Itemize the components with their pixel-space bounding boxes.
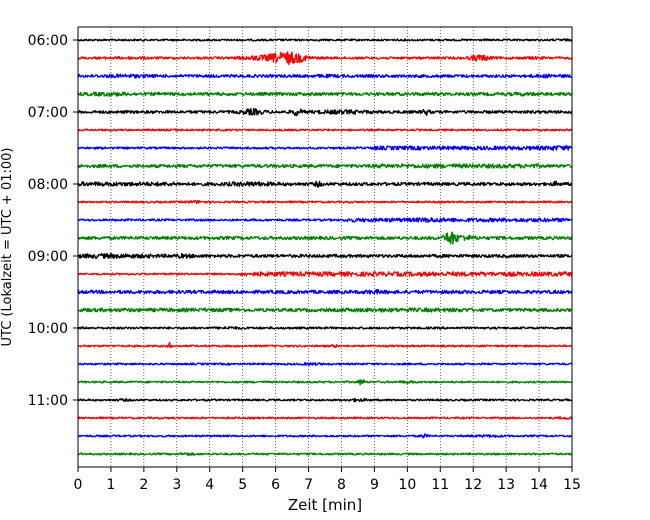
seismic-trace [77, 91, 573, 97]
x-tick-label: 0 [74, 477, 83, 493]
y-tick-label: 09:00 [28, 249, 68, 265]
seismic-trace [77, 341, 573, 349]
x-tick-label: 13 [497, 477, 515, 493]
seismic-trace [77, 307, 573, 313]
y-tick-label: 06:00 [28, 33, 68, 49]
x-tick-label: 12 [464, 477, 482, 493]
seismic-trace [77, 361, 573, 367]
seismic-trace [77, 163, 573, 169]
x-tick-label: 6 [271, 477, 280, 493]
x-tick-label: 5 [238, 477, 247, 493]
y-tick-label: 11:00 [28, 393, 68, 409]
plot-frame [77, 26, 573, 468]
x-tick-label: 2 [139, 477, 148, 493]
y-tick-label: 10:00 [28, 321, 68, 337]
plot-background [78, 27, 572, 467]
x-tick-label: 10 [398, 477, 416, 493]
x-axis-label: Zeit [min] [288, 496, 362, 514]
x-tick-label: 1 [106, 477, 115, 493]
seismic-trace [77, 231, 573, 245]
x-tick-label: 9 [370, 477, 379, 493]
seismic-trace [77, 107, 573, 117]
seismic-trace [77, 38, 573, 42]
seismic-trace [77, 217, 573, 223]
x-tick-label: 15 [563, 477, 581, 493]
y-axis: 06:00 07:00 08:00 09:00 10:00 11:00 [28, 33, 78, 409]
trace-group [77, 38, 573, 457]
y-tick-label: 07:00 [28, 105, 68, 121]
seismic-trace [77, 51, 573, 66]
x-tick-label: 4 [205, 477, 214, 493]
seismic-trace [77, 271, 573, 277]
seismic-trace [77, 199, 573, 205]
seismic-trace [77, 73, 573, 79]
x-tick-label: 3 [172, 477, 181, 493]
x-tick-label: 7 [304, 477, 313, 493]
x-tick-label: 8 [337, 477, 346, 493]
seismic-trace [77, 180, 573, 188]
seismic-trace [77, 452, 573, 457]
seismic-trace [77, 144, 573, 151]
seismic-trace [77, 379, 573, 386]
seismic-trace [77, 325, 573, 330]
seismic-trace [77, 288, 573, 295]
seismic-trace [77, 433, 573, 439]
x-tick-label: 14 [530, 477, 548, 493]
x-tick-label: 11 [431, 477, 449, 493]
y-tick-label: 08:00 [28, 177, 68, 193]
seismic-trace [77, 416, 573, 420]
seismic-trace [77, 397, 573, 403]
seismic-trace [77, 128, 573, 132]
seismic-trace [77, 252, 573, 260]
x-axis: 0 1 2 3 4 5 6 7 8 9 10 11 12 13 14 15 [74, 467, 581, 493]
y-axis-label: UTC (Lokalzeit = UTC + 01:00) [0, 148, 15, 347]
grid-lines [110, 27, 540, 467]
